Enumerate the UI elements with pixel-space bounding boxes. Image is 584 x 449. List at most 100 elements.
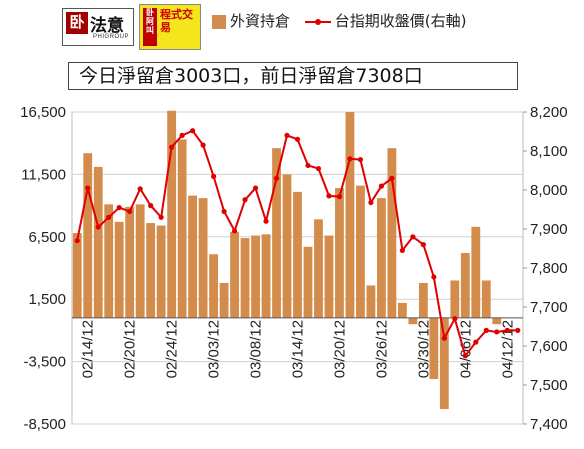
price-point	[231, 228, 238, 234]
y-right-tick-label: 7,900	[530, 221, 568, 238]
bar	[230, 231, 239, 318]
price-point	[305, 162, 311, 169]
y-left-tick-label: -3,500	[23, 354, 66, 371]
bar	[387, 148, 397, 318]
bar	[303, 246, 313, 318]
price-point	[473, 339, 479, 345]
price-point	[116, 204, 122, 211]
price-point	[294, 136, 301, 142]
bar	[471, 226, 481, 318]
bar	[460, 253, 470, 318]
price-point	[85, 185, 91, 191]
price-point	[326, 193, 332, 199]
bar	[282, 174, 292, 318]
bar	[209, 254, 218, 318]
price-point	[190, 128, 196, 134]
y-left-tick-label: -8,500	[23, 416, 66, 433]
price-point	[242, 197, 248, 203]
price-point	[336, 194, 343, 200]
x-tick-label: 03/26/12	[373, 320, 390, 378]
bar	[125, 206, 135, 318]
y-right-tick-label: 7,500	[530, 377, 568, 394]
bar	[83, 153, 93, 318]
bar	[356, 185, 365, 318]
bar	[272, 148, 281, 318]
price-point	[210, 173, 217, 179]
bar	[293, 191, 302, 318]
price-point	[504, 327, 510, 333]
y-right-tick-label: 8,200	[530, 104, 568, 121]
x-tick-label: 03/03/12	[206, 320, 223, 378]
bar	[177, 139, 187, 318]
x-tick-label: 03/20/12	[331, 320, 348, 378]
price-point	[410, 234, 416, 240]
price-point	[452, 316, 458, 322]
program-logo-text: 程式交易	[160, 8, 193, 34]
bar	[481, 280, 491, 318]
price-point	[515, 327, 521, 333]
price-point	[106, 214, 112, 220]
bar	[240, 238, 250, 318]
bar	[366, 285, 376, 318]
price-point	[148, 203, 154, 209]
price-point	[347, 156, 353, 162]
y-right-tick-label: 7,800	[530, 260, 568, 277]
price-point	[169, 144, 175, 150]
bar	[261, 234, 271, 318]
bar	[198, 198, 208, 318]
price-point	[389, 175, 395, 181]
x-tick-label: 04/12/12	[499, 320, 516, 378]
x-tick-label: 02/14/12	[80, 320, 97, 378]
price-point	[462, 353, 468, 359]
legend-line-label: 台指期收盤價(右軸)	[334, 12, 467, 30]
bar	[324, 235, 334, 318]
bar	[345, 112, 355, 318]
line-marker-icon	[304, 16, 331, 28]
price-point	[399, 247, 405, 254]
bar-swatch-icon	[212, 14, 226, 29]
bar	[93, 166, 103, 318]
bar	[314, 219, 323, 318]
bar	[418, 282, 428, 318]
price-point	[494, 329, 500, 335]
bar	[114, 221, 124, 318]
legend-item-bars: 外資持倉	[212, 10, 290, 31]
bar	[450, 280, 460, 318]
price-point	[74, 238, 80, 244]
x-tick-label: 03/14/12	[290, 320, 307, 378]
price-point	[95, 224, 101, 230]
y-right-tick-label: 8,100	[530, 143, 568, 160]
legend-item-line: 台指期收盤價(右軸)	[304, 10, 467, 31]
bar	[188, 195, 198, 318]
bar	[377, 198, 386, 318]
y-left-tick-label: 1,500	[28, 291, 66, 308]
bar	[167, 110, 177, 318]
x-tick-label: 02/24/12	[164, 320, 181, 378]
bar	[135, 204, 145, 318]
price-point	[263, 218, 269, 224]
x-tick-label: 03/08/12	[248, 320, 265, 378]
price-point	[420, 242, 426, 248]
price-point	[368, 199, 374, 206]
bar	[429, 317, 439, 380]
x-tick-label: 02/20/12	[122, 320, 139, 378]
bar	[408, 317, 418, 325]
price-point	[221, 208, 227, 215]
price-point	[137, 186, 143, 192]
position-note: 今日淨留倉3003口，前日淨留倉7308口	[68, 62, 518, 90]
price-point	[357, 156, 364, 163]
y-right-tick-label: 7,400	[530, 416, 568, 433]
y-right-tick-label: 8,000	[530, 182, 568, 199]
logo-subtitle: PHIGROUP	[93, 34, 130, 40]
bar	[156, 225, 166, 318]
program-logo-mark-icon: 卧阿叫	[143, 8, 157, 46]
y-right-tick-label: 7,700	[530, 299, 568, 316]
price-point	[431, 274, 437, 280]
y-right-tick-label: 7,600	[530, 338, 568, 355]
price-point	[273, 175, 280, 181]
bar	[251, 235, 260, 318]
legend-bar-label: 外資持倉	[230, 12, 291, 30]
x-tick-label: 03/30/12	[415, 320, 432, 378]
y-left-tick-label: 6,500	[28, 229, 66, 246]
